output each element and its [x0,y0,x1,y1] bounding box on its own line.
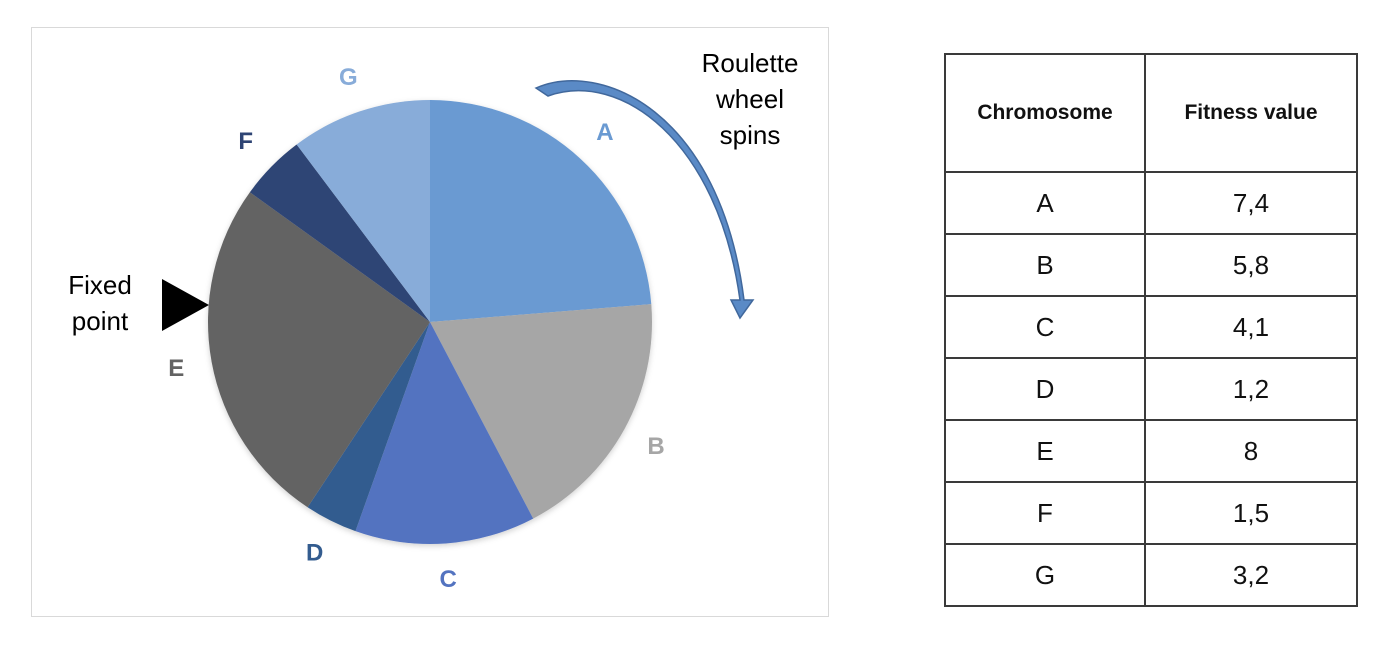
slice-label-b: B [647,433,664,460]
fitness-cell: 5,8 [1144,233,1358,297]
slice-label-d: D [306,539,323,566]
chromosome-cell: B [944,233,1146,297]
fixed-point-pointer-icon [162,279,209,331]
table-row: E 8 [944,419,1358,483]
fitness-table: Chromosome Fitness value A 7,4 B 5,8 C 4… [944,53,1358,607]
slice-label-g: G [339,64,358,91]
pie-slice-a [430,100,652,322]
fitness-cell: 3,2 [1144,543,1358,607]
column-header-fitness-value: Fitness value [1144,53,1358,173]
slice-label-c: C [439,566,456,593]
spin-arrow [534,80,755,320]
chromosome-cell: G [944,543,1146,607]
fitness-cell: 7,4 [1144,171,1358,235]
chromosome-cell: D [944,357,1146,421]
pie-slice-e [208,192,430,508]
pie-slice-b [430,304,652,519]
pie-slices [208,100,652,545]
table-row: C 4,1 [944,295,1358,359]
fitness-cell: 8 [1144,419,1358,483]
chromosome-cell: F [944,481,1146,545]
pie-labels: A B C D E F G [168,64,664,593]
table-header-row: Chromosome Fitness value [944,53,1358,173]
pie-slice-f [249,144,430,322]
table-row: G 3,2 [944,543,1358,607]
chromosome-cell: A [944,171,1146,235]
chart-frame [31,27,829,617]
column-header-chromosome: Chromosome [944,53,1146,173]
spin-annotation: Roulette wheel spins [701,48,799,150]
slice-label-a: A [596,119,613,146]
slice-label-f: F [238,128,253,155]
table-row: B 5,8 [944,233,1358,297]
table-row: A 7,4 [944,171,1358,235]
fitness-cell: 4,1 [1144,295,1358,359]
chromosome-cell: E [944,419,1146,483]
table-row: F 1,5 [944,481,1358,545]
fitness-cell: 1,5 [1144,481,1358,545]
fitness-cell: 1,2 [1144,357,1358,421]
pie-slice-c [355,322,534,545]
fixed-point-annotation: Fixed point [68,270,132,336]
slice-label-e: E [168,355,184,382]
table-row: D 1,2 [944,357,1358,421]
pie-slice-g [296,100,430,322]
pie-slice-d [307,322,430,532]
chromosome-cell: C [944,295,1146,359]
